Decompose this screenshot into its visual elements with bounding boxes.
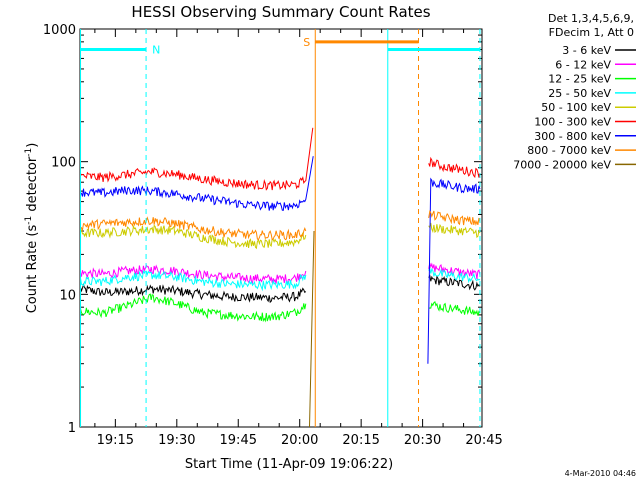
- series-line-5-segment-1: [428, 156, 481, 179]
- series-line-6-segment-0: [80, 156, 314, 211]
- series-line-6-segment-1: [427, 177, 481, 364]
- legend-label: 50 - 100 keV: [541, 101, 611, 114]
- legend-label: 3 - 6 keV: [562, 44, 611, 57]
- y-axis-label-part-2: detector: [25, 156, 40, 216]
- series-line-1-segment-1: [428, 262, 481, 280]
- legend-header-line-1: Det 1,3,4,5,6,9,: [548, 12, 634, 25]
- series-line-3-segment-1: [428, 266, 481, 284]
- y-axis-label-sup-2: -1: [24, 148, 34, 157]
- x-tick-label: 19:30: [158, 433, 195, 448]
- plot-area: [79, 28, 483, 428]
- y-axis-label: Count Rate (s-1 detector-1): [24, 143, 40, 314]
- flag-label-1: S: [303, 36, 310, 49]
- x-tick-label: 20:00: [281, 433, 318, 448]
- legend: Det 1,3,4,5,6,9, FDecim 1, Att 0 3 - 6 k…: [513, 12, 636, 171]
- series-line-4-segment-0: [80, 224, 307, 250]
- x-tick-label: 19:45: [220, 433, 257, 448]
- series-line-7-segment-1: [428, 209, 481, 226]
- flag-layer: NS: [80, 29, 481, 427]
- x-tick-label: 20:45: [465, 433, 502, 448]
- generation-timestamp: 4-Mar-2010 04:46: [565, 469, 636, 478]
- series-line-8-segment-0: [309, 230, 315, 428]
- legend-label: 300 - 800 keV: [534, 130, 611, 143]
- series-line-3-segment-0: [80, 269, 307, 292]
- series-line-0-segment-1: [428, 274, 481, 291]
- legend-label: 6 - 12 keV: [555, 58, 611, 71]
- y-axis-label-sup-1: -1: [24, 216, 34, 225]
- y-tick-label: 100: [51, 156, 76, 171]
- y-tick-label: 10: [59, 288, 76, 303]
- flag-label-0: N: [152, 44, 160, 57]
- series-line-5-segment-0: [80, 127, 314, 191]
- series-line-2-segment-0: [80, 293, 307, 323]
- x-axis-label: Start Time (11-Apr-09 19:06:22): [185, 457, 393, 472]
- legend-label: 25 - 50 keV: [548, 87, 611, 100]
- x-tick-label: 19:15: [97, 433, 134, 448]
- x-tick-label: 20:30: [404, 433, 441, 448]
- legend-header-line-2: FDecim 1, Att 0: [549, 26, 634, 39]
- y-tick-label: 1: [68, 421, 76, 436]
- chart-title: HESSI Observing Summary Count Rates: [131, 3, 430, 21]
- y-axis-label-part-3: ): [25, 143, 40, 148]
- series-line-2-segment-1: [428, 301, 481, 316]
- legend-label: 100 - 300 keV: [534, 116, 611, 129]
- legend-label: 800 - 7000 keV: [527, 144, 611, 157]
- series-line-1-segment-0: [80, 263, 307, 285]
- series-layer: [80, 127, 481, 428]
- plot-frame: [79, 28, 483, 428]
- y-axis-label-part-1: Count Rate (s: [25, 225, 40, 314]
- series-line-0-segment-0: [80, 283, 307, 304]
- legend-label: 7000 - 20000 keV: [513, 158, 611, 171]
- y-tick-label: 1000: [43, 23, 76, 38]
- axes: 1 10 100 1000 19:15 19:30 19:45 20:00 20:15 20:30…: [43, 23, 503, 448]
- legend-label: 12 - 25 keV: [548, 73, 611, 86]
- series-line-7-segment-0: [80, 216, 307, 241]
- series-line-4-segment-1: [428, 222, 481, 239]
- x-tick-label: 20:15: [342, 433, 379, 448]
